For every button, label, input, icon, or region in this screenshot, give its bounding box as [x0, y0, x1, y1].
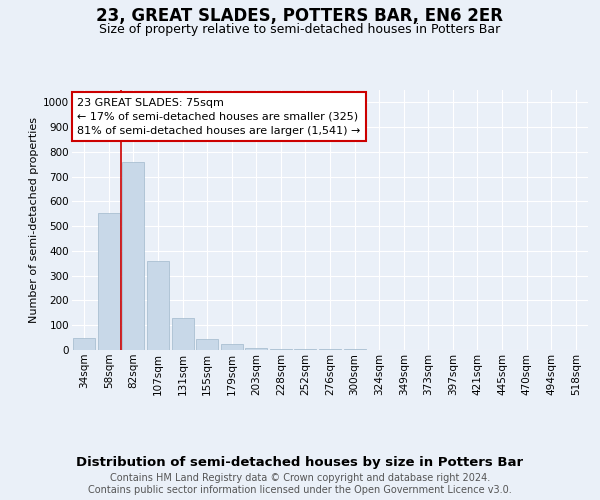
Bar — [73, 338, 95, 350]
Bar — [270, 349, 292, 350]
Text: 23, GREAT SLADES, POTTERS BAR, EN6 2ER: 23, GREAT SLADES, POTTERS BAR, EN6 2ER — [97, 8, 503, 26]
Bar — [147, 261, 169, 350]
Bar — [245, 348, 268, 350]
Bar — [295, 349, 316, 350]
Bar — [319, 349, 341, 350]
Text: Distribution of semi-detached houses by size in Potters Bar: Distribution of semi-detached houses by … — [76, 456, 524, 469]
Bar — [98, 212, 120, 350]
Bar — [344, 349, 365, 350]
Text: Contains HM Land Registry data © Crown copyright and database right 2024.
Contai: Contains HM Land Registry data © Crown c… — [88, 474, 512, 495]
Bar — [172, 318, 194, 350]
Bar — [196, 339, 218, 350]
Text: Size of property relative to semi-detached houses in Potters Bar: Size of property relative to semi-detach… — [100, 22, 500, 36]
Y-axis label: Number of semi-detached properties: Number of semi-detached properties — [29, 117, 39, 323]
Bar — [122, 162, 145, 350]
Bar — [221, 344, 243, 350]
Text: 23 GREAT SLADES: 75sqm
← 17% of semi-detached houses are smaller (325)
81% of se: 23 GREAT SLADES: 75sqm ← 17% of semi-det… — [77, 98, 361, 136]
